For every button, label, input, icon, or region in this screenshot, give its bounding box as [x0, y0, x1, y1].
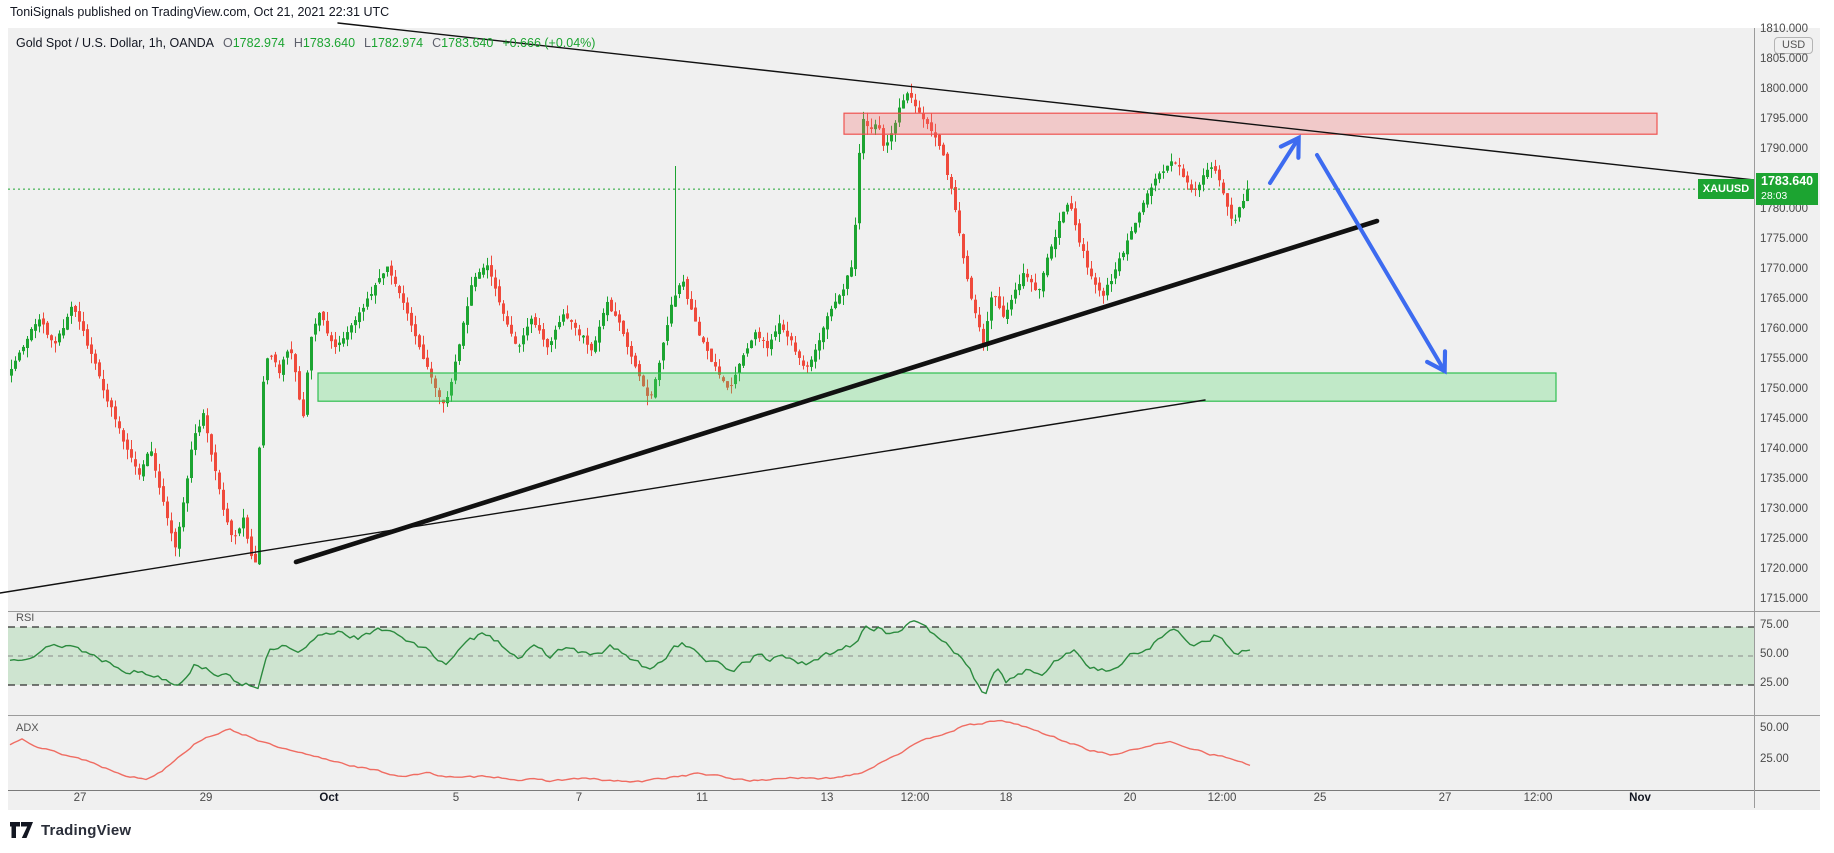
chart-background	[8, 28, 1820, 810]
bar-countdown: 28:03	[1761, 190, 1788, 202]
time-axis-tick: 29	[199, 792, 213, 804]
last-price-value: 1783.640	[1761, 174, 1814, 188]
indicator-axis-tick: 25.00	[1760, 677, 1789, 689]
indicator-axis-tick: 25.00	[1760, 753, 1789, 765]
price-axis-tick: 1795.000	[1760, 113, 1808, 125]
rsi-indicator-label[interactable]: RSI	[16, 612, 35, 624]
change-value: +0.666 (+0.04%)	[502, 36, 596, 50]
footer-brand[interactable]: TradingView	[10, 822, 131, 839]
price-axis-tick: 1730.000	[1760, 503, 1808, 515]
ohlc-values: O1782.974 H1783.640 L1782.974 C1783.640	[214, 36, 493, 50]
trendlines[interactable]	[0, 22, 1755, 594]
tradingview-brand-text: TradingView	[41, 822, 132, 839]
indicator-axis-tick: 75.00	[1760, 619, 1789, 631]
time-axis-tick: 27	[73, 792, 87, 804]
time-axis-tick: 20	[1123, 792, 1137, 804]
indicator-lines	[9, 620, 1251, 783]
candlestick-series[interactable]	[10, 83, 1249, 566]
price-axis-tick: 1765.000	[1760, 293, 1808, 305]
time-axis-tick: 25	[1313, 792, 1327, 804]
supply-demand-zones[interactable]	[317, 112, 1658, 402]
adx-indicator-label[interactable]: ADX	[16, 722, 39, 734]
time-axis-tick: 13	[820, 792, 834, 804]
ohlc-value: 1782.974	[232, 36, 285, 50]
price-axis-tick: 1725.000	[1760, 533, 1808, 545]
price-axis-tick: 1735.000	[1760, 473, 1808, 485]
chart-legend: Gold Spot / U.S. Dollar, 1h, OANDA O1782.…	[16, 36, 595, 50]
publish-attribution-line: ToniSignals published on TradingView.com…	[10, 5, 390, 19]
ohlc-key: L	[364, 36, 371, 50]
price-axis-tick: 1750.000	[1760, 383, 1808, 395]
price-axis-tick: 1770.000	[1760, 263, 1808, 275]
time-axis-tick: 12:00	[1207, 792, 1237, 804]
ohlc-key: O	[223, 36, 233, 50]
time-axis-tick: 11	[696, 792, 708, 804]
currency-unit-badge: USD	[1774, 37, 1814, 54]
projection-down-arrow[interactable]	[1315, 153, 1448, 375]
ohlc-value: 1782.974	[371, 36, 424, 50]
indicator-axis-tick: 50.00	[1760, 648, 1789, 660]
price-axis-tick: 1720.000	[1760, 563, 1808, 575]
main-rsi-separator[interactable]	[8, 611, 1820, 612]
ohlc-value: 1783.640	[302, 36, 356, 50]
price-axis-tick: 1745.000	[1760, 413, 1808, 425]
descending-resistance-line[interactable]	[337, 22, 1755, 181]
ohlc-key: C	[432, 36, 442, 50]
time-axis-tick: 27	[1438, 792, 1452, 804]
projection-arrows[interactable]	[1268, 134, 1448, 375]
projection-up-arrow[interactable]	[1268, 134, 1301, 185]
indicator-axis-tick: 50.00	[1760, 722, 1789, 734]
price-axis-tick: 1740.000	[1760, 443, 1808, 455]
symbol-title: Gold Spot / U.S. Dollar, 1h, OANDA	[16, 36, 214, 50]
lower-wedge-line[interactable]	[0, 399, 1206, 594]
symbol-price-label: 1783.640 28:03	[1756, 173, 1818, 205]
symbol-price-label-tab: XAUUSD	[1698, 179, 1754, 199]
price-axis-tick: 1715.000	[1760, 593, 1808, 605]
time-axis-tick: Nov	[1629, 792, 1651, 804]
time-axis-tick: 7	[575, 792, 583, 804]
price-axis-tick: 1755.000	[1760, 353, 1808, 365]
ohlc-value: 1783.640	[441, 36, 494, 50]
time-axis-border	[8, 790, 1820, 791]
price-axis-tick: 1760.000	[1760, 323, 1808, 335]
ohlc-key: H	[293, 36, 303, 50]
time-axis-tick: 18	[999, 792, 1013, 804]
tradingview-logo-icon	[10, 822, 33, 838]
price-axis-tick: 1805.000	[1760, 53, 1808, 65]
price-axis-border	[1754, 28, 1755, 808]
time-axis-tick: Oct	[319, 792, 339, 804]
rsi-adx-separator[interactable]	[8, 715, 1820, 716]
time-axis-tick: 5	[452, 792, 460, 804]
price-axis-tick: 1810.000	[1760, 23, 1808, 35]
rsi-band	[8, 626, 1754, 686]
support-zone[interactable]	[317, 372, 1557, 402]
price-axis-tick: 1780.000	[1760, 203, 1808, 215]
time-axis-tick: 12:00	[1523, 792, 1553, 804]
price-axis-tick: 1775.000	[1760, 233, 1808, 245]
price-axis-tick: 1790.000	[1760, 143, 1808, 155]
ascending-support-thick-line[interactable]	[293, 218, 1380, 565]
price-axis-tick: 1800.000	[1760, 83, 1808, 95]
time-axis-tick: 12:00	[900, 792, 930, 804]
